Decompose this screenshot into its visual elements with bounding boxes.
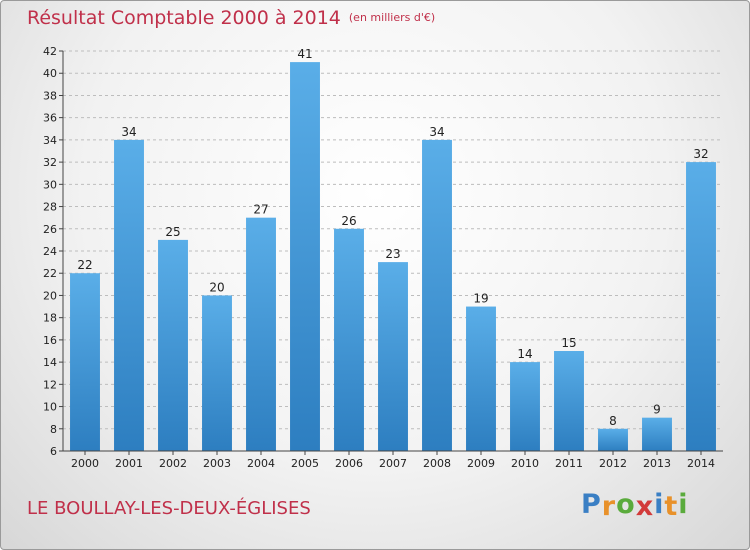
data-label-2011: 15 — [561, 336, 576, 350]
x-tick-label-2007: 2007 — [379, 457, 407, 470]
data-label-2005: 41 — [297, 47, 312, 61]
bar-2001 — [114, 139, 144, 451]
bar-2010 — [510, 362, 540, 451]
bar-2012 — [598, 428, 628, 451]
axes: 6 8 10 12 14 16 18 20 22 24 26 28 30 32 34 36 38 40 42 2000… — [43, 45, 723, 470]
commune-name: LE BOULLAY-LES-DEUX-ÉGLISES — [27, 498, 311, 519]
bar-2004 — [246, 217, 276, 451]
data-label-2008: 34 — [429, 125, 444, 139]
bar-2007 — [378, 262, 408, 451]
x-tick-label-2006: 2006 — [335, 457, 363, 470]
y-tick-label: 18 — [43, 312, 57, 325]
x-tick-label-2000: 2000 — [71, 457, 99, 470]
y-tick-label: 34 — [43, 134, 57, 147]
bar-2013 — [642, 417, 672, 451]
y-tick-label: 38 — [43, 89, 57, 102]
y-tick-label: 24 — [43, 245, 57, 258]
y-tick-label: 12 — [43, 378, 57, 391]
title-text: Résultat Comptable 2000 à 2014 — [27, 7, 341, 29]
x-tick-label-2011: 2011 — [555, 457, 583, 470]
y-tick-label: 30 — [43, 178, 57, 191]
y-tick-label: 10 — [43, 401, 57, 414]
bar-2008 — [422, 139, 452, 451]
logo-letter: x — [635, 491, 655, 522]
bar-2003 — [202, 295, 232, 451]
data-label-2007: 23 — [385, 247, 400, 261]
bar-2014 — [686, 162, 716, 451]
data-label-2001: 34 — [121, 125, 136, 139]
bars: 22 34 25 20 27 41 26 23 34 19 14 15 8 9 32 — [70, 47, 716, 451]
data-label-2013: 9 — [653, 403, 661, 417]
y-tick-label: 42 — [43, 45, 57, 58]
logo-letter: r — [601, 491, 617, 522]
y-tick-label: 32 — [43, 156, 57, 169]
data-label-2003: 20 — [209, 280, 224, 294]
unit-label: (en milliers d'€) — [348, 11, 436, 24]
data-label-2012: 8 — [609, 414, 617, 428]
bar-2011 — [554, 351, 584, 451]
x-tick-label-2014: 2014 — [687, 457, 715, 470]
logo-letter: i — [678, 489, 689, 520]
data-label-2004: 27 — [253, 203, 268, 217]
x-tick-label-2003: 2003 — [203, 457, 231, 470]
bar-2006 — [334, 228, 364, 451]
logo-letter: P — [581, 489, 602, 520]
y-tick-label: 8 — [50, 423, 57, 436]
data-label-2006: 26 — [341, 214, 356, 228]
y-tick-label: 6 — [50, 445, 57, 458]
y-tick-label: 22 — [43, 267, 57, 280]
bar-2005 — [290, 62, 320, 451]
x-tick-label-2013: 2013 — [643, 457, 671, 470]
proxiti-logo: Proxiti — [581, 489, 689, 522]
data-label-2009: 19 — [473, 292, 488, 306]
y-tick-label: 36 — [43, 112, 57, 125]
data-label-2010: 14 — [517, 347, 532, 361]
y-tick-label: 26 — [43, 223, 57, 236]
x-tick-label-2001: 2001 — [115, 457, 143, 470]
x-tick-label-2004: 2004 — [247, 457, 275, 470]
chart-title: Résultat Comptable 2000 à 2014 (en millie… — [27, 7, 435, 29]
x-tick-label-2005: 2005 — [291, 457, 319, 470]
y-tick-label: 28 — [43, 201, 57, 214]
bar-2002 — [158, 239, 188, 451]
y-tick-label: 14 — [43, 356, 57, 369]
x-tick-label-2009: 2009 — [467, 457, 495, 470]
data-label-2000: 22 — [77, 258, 92, 272]
y-tick-label: 40 — [43, 67, 57, 80]
x-tick-label-2012: 2012 — [599, 457, 627, 470]
data-label-2014: 32 — [693, 147, 708, 161]
y-tick-label: 20 — [43, 289, 57, 302]
logo-letter: i — [654, 489, 665, 520]
bar-2000 — [70, 273, 100, 451]
x-tick-label-2010: 2010 — [511, 457, 539, 470]
x-tick-label-2008: 2008 — [423, 457, 451, 470]
logo-letter: t — [664, 491, 679, 522]
x-tick-label-2002: 2002 — [159, 457, 187, 470]
bar-2009 — [466, 306, 496, 451]
y-tick-label: 16 — [43, 334, 57, 347]
logo-letter: o — [616, 489, 636, 520]
data-label-2002: 25 — [165, 225, 180, 239]
